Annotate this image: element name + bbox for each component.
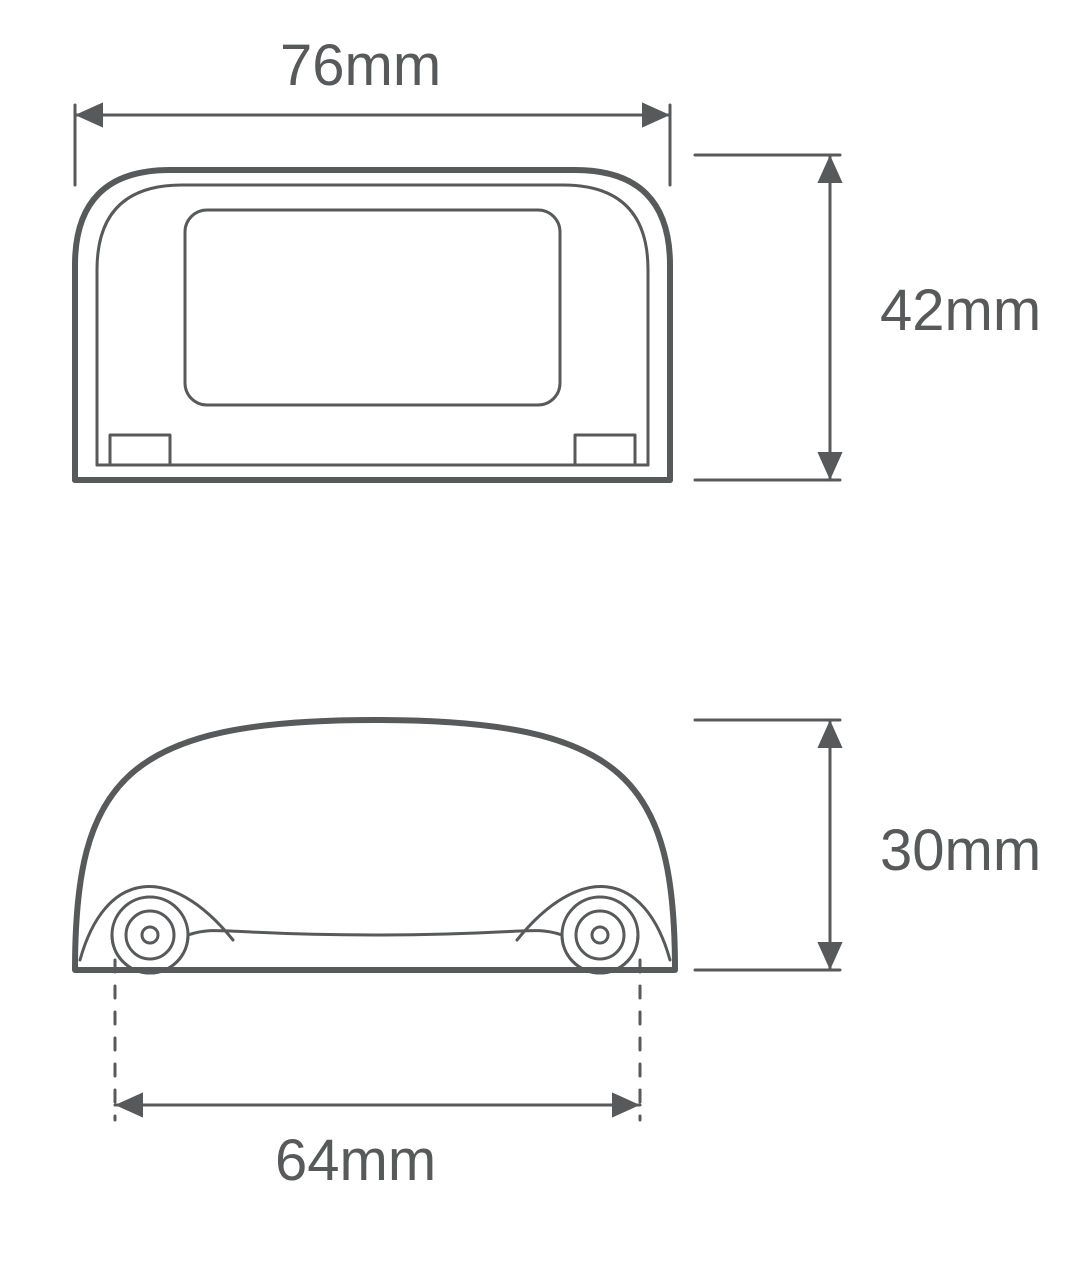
svg-text:76mm: 76mm [280,33,441,98]
svg-text:30mm: 30mm [880,818,1041,883]
svg-text:42mm: 42mm [880,278,1041,343]
svg-text:64mm: 64mm [275,1128,436,1193]
